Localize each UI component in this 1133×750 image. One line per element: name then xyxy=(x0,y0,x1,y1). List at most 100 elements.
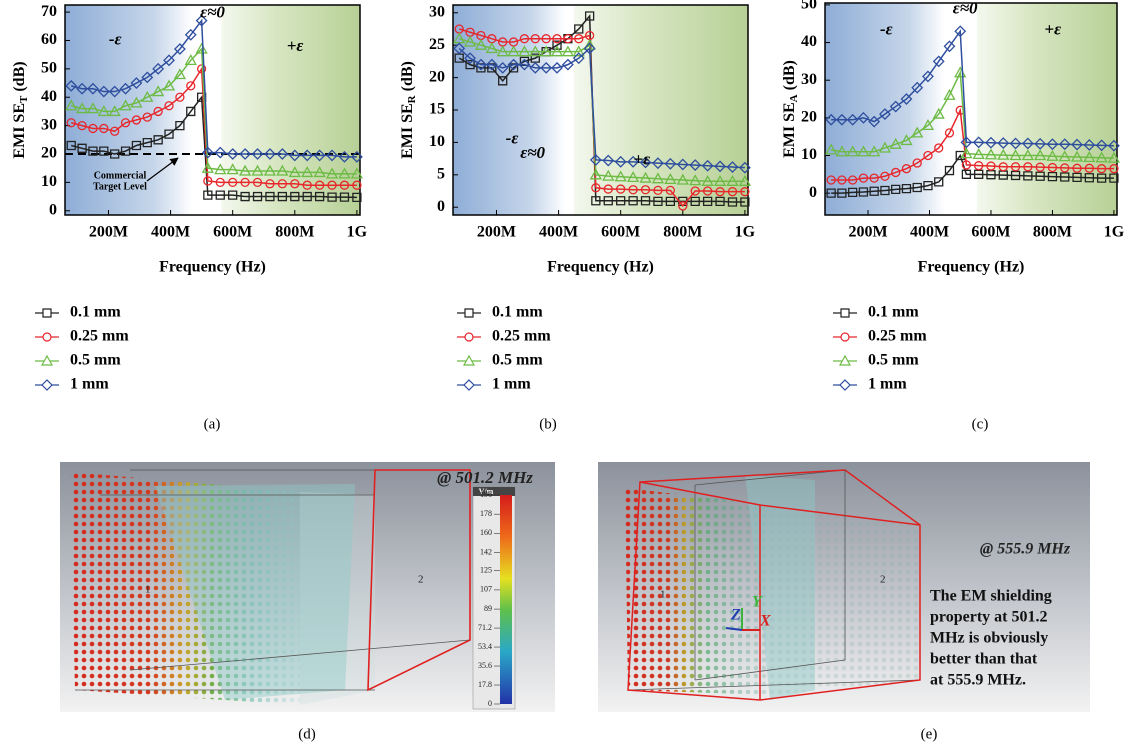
frequency-annotation: @ 501.2 MHz xyxy=(437,468,533,487)
target-level-label: Target Level xyxy=(93,181,147,192)
colorbar-tick-label: 17.8 xyxy=(478,680,492,689)
legend-marker xyxy=(841,309,849,317)
panel-caption: (e) xyxy=(921,726,938,742)
legend-label: 0.1 mm xyxy=(70,304,121,321)
y-tick-label: 20 xyxy=(801,109,817,126)
y-axis-title: EMI SER (dB) xyxy=(399,61,418,159)
frequency-annotation: @ 555.9 MHz xyxy=(980,541,1071,558)
colorbar-tick-label: 196 xyxy=(480,490,492,499)
x-tick-label: 600M xyxy=(601,224,640,241)
note-line: The EM shielding xyxy=(930,588,1052,605)
y-tick-label: 70 xyxy=(41,3,57,20)
x-tick-label: 600M xyxy=(971,224,1010,241)
x-tick-label: 400M xyxy=(151,224,190,241)
y-tick-label: 0 xyxy=(437,198,445,215)
colorbar-tick-label: 0 xyxy=(488,699,492,708)
legend-label: 1 mm xyxy=(492,376,531,393)
note-line: better than that xyxy=(930,651,1038,668)
x-tick-label: 200M xyxy=(477,224,516,241)
region-annotation: +ε xyxy=(1044,19,1061,38)
region-annotation: ε≈0 xyxy=(200,2,225,21)
x-tick-label: 200M xyxy=(848,224,887,241)
y-tick-label: 10 xyxy=(429,133,445,150)
colorbar-tick-label: 178 xyxy=(480,509,492,518)
y-tick-label: 30 xyxy=(429,3,445,20)
region-annotation: -ε xyxy=(109,30,122,49)
y-tick-label: 25 xyxy=(429,36,445,53)
legend-marker xyxy=(464,380,474,390)
axis-label: X xyxy=(759,613,771,630)
y-tick-label: 5 xyxy=(437,165,445,182)
panel-d: @ 501.2 MHz 1 2 V/m (d) xyxy=(60,462,555,742)
y-axis-title-unit: (dB) xyxy=(781,60,798,94)
x-axis-title: Frequency (Hz) xyxy=(918,259,1025,276)
legend-marker xyxy=(465,309,473,317)
legend-marker xyxy=(841,333,849,341)
legend-label: 0.1 mm xyxy=(492,304,543,321)
colorbar xyxy=(500,495,512,704)
region-label: 1 xyxy=(145,584,151,596)
panel-caption: (b) xyxy=(539,416,557,432)
colorbar-tick-label: 125 xyxy=(480,566,492,575)
figure: @ 501.2 MHz 1 2 V/m (d) @ 555.9 MHz 1 2 … xyxy=(0,0,1133,750)
legend-label: 0.25 mm xyxy=(868,328,927,345)
x-tick-label: 800M xyxy=(663,224,702,241)
region-annotation: ε≈0 xyxy=(953,0,978,17)
y-axis-title-subscript: A xyxy=(788,94,800,102)
note-line: at 555.9 MHz. xyxy=(930,672,1026,689)
x-axis-title: Frequency (Hz) xyxy=(547,259,654,276)
y-axis-title: EMI SEA (dB) xyxy=(781,60,800,158)
y-axis-title-unit: (dB) xyxy=(11,61,28,95)
panel-caption: (a) xyxy=(204,416,221,432)
x-tick-label: 800M xyxy=(1033,224,1072,241)
y-tick-label: 20 xyxy=(429,68,445,85)
colorbar-tick-label: 107 xyxy=(480,585,492,594)
panel-caption: (c) xyxy=(972,416,989,432)
colorbar-tick-label: 89 xyxy=(484,604,492,613)
x-tick-label: 800M xyxy=(275,224,314,241)
region-annotation: -ε xyxy=(880,19,893,38)
axis-label: Y xyxy=(752,594,763,611)
y-axis-title-text: EMI SE xyxy=(11,103,28,159)
x-tick-label: 1G xyxy=(347,224,368,241)
note-line: MHz is obviously xyxy=(930,630,1048,647)
y-tick-label: 0 xyxy=(49,201,57,218)
x-tick-label: 600M xyxy=(213,224,252,241)
target-level-label: Commercial xyxy=(94,170,147,181)
y-tick-label: 20 xyxy=(41,145,57,162)
x-tick-label: 1G xyxy=(1104,224,1125,241)
legend-label: 0.25 mm xyxy=(70,328,129,345)
y-axis-title: EMI SET (dB) xyxy=(11,61,30,158)
y-axis-title-text: EMI SE xyxy=(781,102,798,158)
region-label: 2 xyxy=(418,574,424,586)
y-tick-label: 50 xyxy=(41,60,57,77)
y-tick-label: 15 xyxy=(429,101,445,118)
region-annotation: ε≈0 xyxy=(520,143,545,162)
legend-marker xyxy=(43,333,51,341)
legend-marker xyxy=(43,309,51,317)
region-annotation: +ε xyxy=(287,36,304,55)
y-tick-label: 30 xyxy=(41,116,57,133)
region-annotation: +ε xyxy=(633,149,650,168)
y-tick-label: 10 xyxy=(41,173,57,190)
legend-label: 0.1 mm xyxy=(868,304,919,321)
panel-caption: (d) xyxy=(298,726,316,742)
legend-label: 0.25 mm xyxy=(492,328,551,345)
y-tick-label: 30 xyxy=(801,71,817,88)
colorbar-tick-label: 35.6 xyxy=(478,661,492,670)
y-tick-label: 10 xyxy=(801,146,817,163)
x-tick-label: 400M xyxy=(539,224,578,241)
x-tick-label: 1G xyxy=(735,224,756,241)
y-tick-label: 40 xyxy=(41,88,57,105)
legend-label: 0.5 mm xyxy=(868,352,919,369)
y-axis-title-unit: (dB) xyxy=(399,61,416,95)
region-label: 1 xyxy=(660,589,666,601)
region-annotation: -ε xyxy=(506,128,519,147)
region-label: 2 xyxy=(880,574,886,586)
y-tick-label: 60 xyxy=(41,31,57,48)
legend-marker xyxy=(465,333,473,341)
x-tick-label: 200M xyxy=(89,224,128,241)
legend-label: 0.5 mm xyxy=(70,352,121,369)
field-vectors xyxy=(625,488,770,695)
axis-label: Z xyxy=(730,607,741,624)
